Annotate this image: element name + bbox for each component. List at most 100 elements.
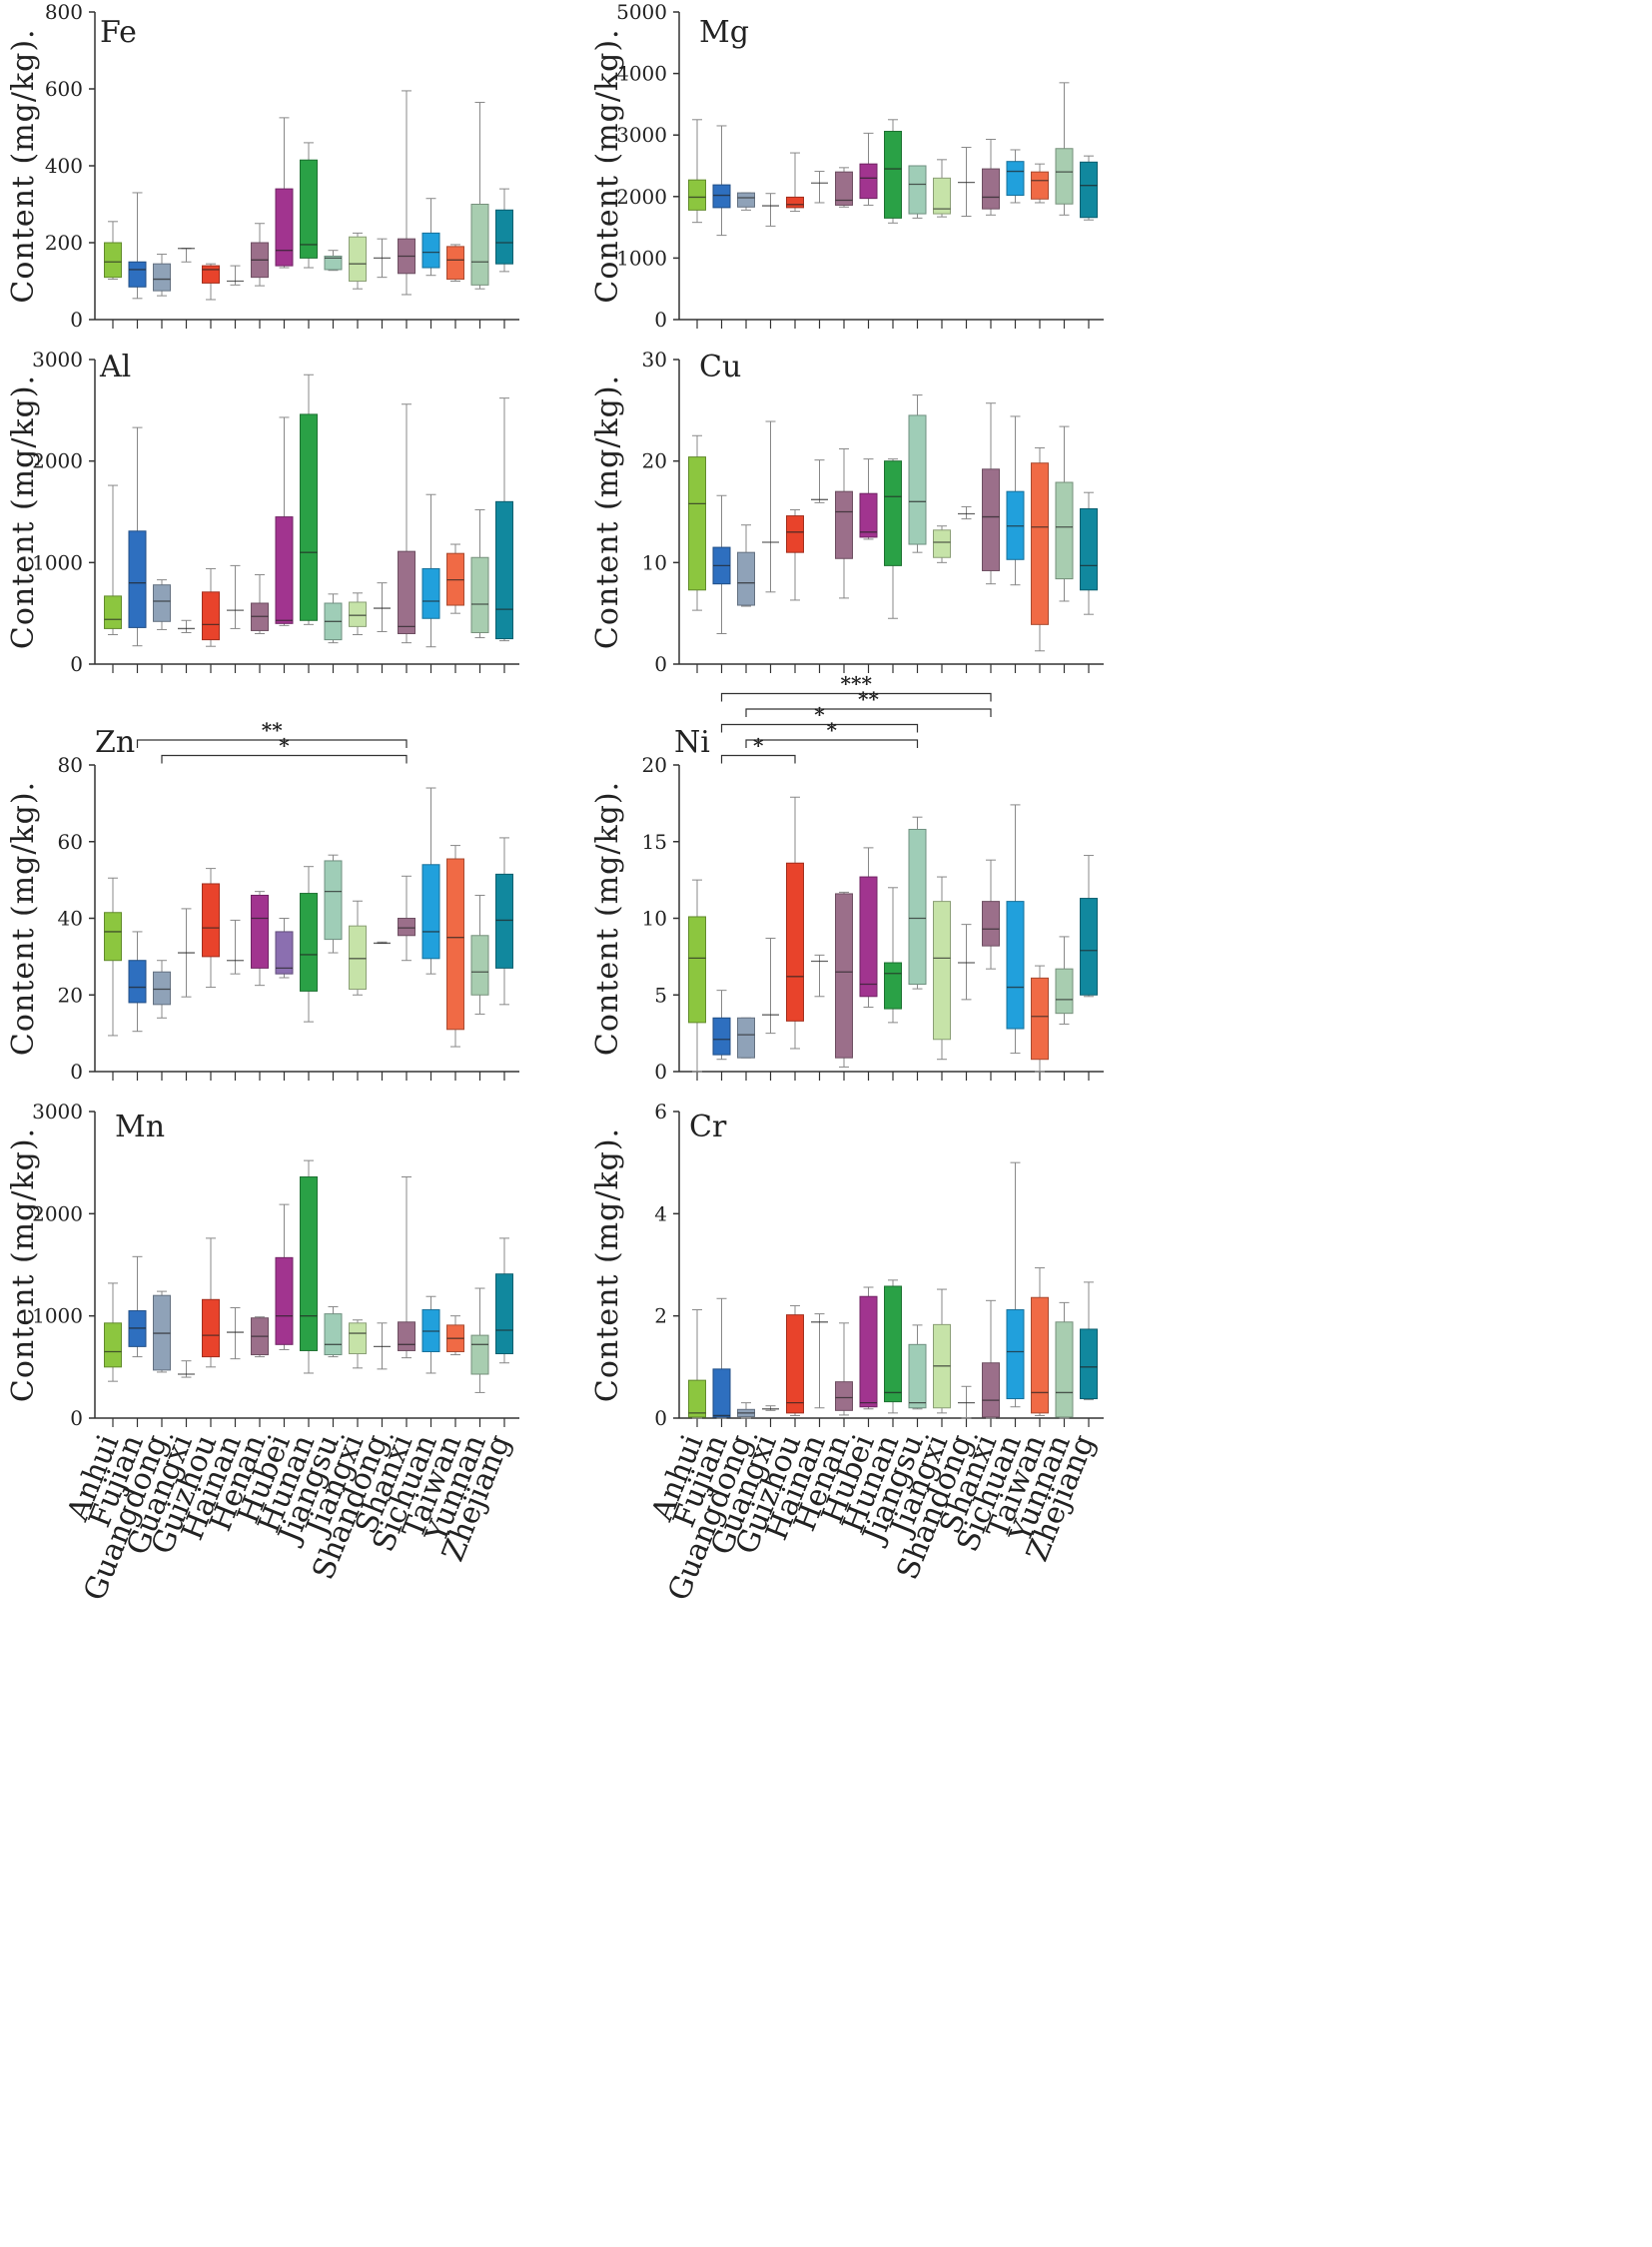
- y-tick-label: 6: [654, 1100, 667, 1124]
- iqr-box: [1031, 462, 1049, 625]
- box-jiangxi: [349, 1319, 367, 1369]
- iqr-box: [349, 236, 367, 283]
- box-jiangsu: [908, 394, 927, 553]
- panel-title: Mg: [699, 15, 749, 50]
- box-henan: [251, 1316, 269, 1358]
- y-tick-label: 4000: [616, 62, 667, 86]
- box-shandong: [958, 505, 975, 520]
- iqr-box: [908, 414, 927, 545]
- iqr-box: [300, 893, 318, 992]
- iqr-box: [202, 265, 220, 284]
- box-guizhou: [202, 1237, 220, 1368]
- box-guangxi: [178, 1360, 195, 1378]
- box-guizhou: [786, 1304, 804, 1416]
- box-sichuan: [421, 1295, 440, 1374]
- box-yunnan: [470, 1287, 489, 1393]
- box-hunan: [884, 1279, 902, 1414]
- box-henan: [835, 447, 853, 599]
- iqr-box: [786, 862, 804, 1022]
- box-henan: [835, 167, 853, 208]
- iqr-box: [495, 209, 513, 265]
- iqr-box: [275, 1256, 294, 1345]
- box-taiwan: [446, 845, 464, 1048]
- box-hunan: [884, 458, 902, 619]
- panel-zn: 0 20 40 60 80 Zn Content (mg/kg). ***: [6, 718, 519, 1084]
- box-fujian: [128, 1255, 147, 1358]
- iqr-box: [1055, 1321, 1074, 1418]
- y-tick-label: 0: [654, 1060, 667, 1084]
- box-zhejiang: [1080, 155, 1098, 221]
- box-guizhou: [786, 152, 804, 213]
- y-tick-label: 3000: [32, 348, 83, 372]
- significance-bracket: [720, 692, 992, 702]
- box-guizhou: [786, 796, 804, 1050]
- significance-bracket: [161, 754, 408, 764]
- panel-fe: 0 200 400 600 800 Fe Content (mg/kg).: [6, 0, 519, 332]
- y-tick-label: 30: [642, 348, 667, 372]
- box-hainan: [227, 1306, 244, 1360]
- box-guangdong: [153, 254, 171, 297]
- box-hubei: [275, 918, 294, 979]
- panel-title: Mn: [115, 1110, 165, 1144]
- iqr-box: [324, 1313, 343, 1356]
- box-guizhou: [202, 868, 220, 989]
- iqr-box: [982, 1362, 1000, 1418]
- y-tick-label: 5: [654, 983, 667, 1007]
- box-jiangsu: [908, 816, 927, 990]
- y-axis-label: Content (mg/kg).: [6, 1127, 41, 1402]
- box-hubei: [275, 416, 294, 626]
- box-anhui: [104, 877, 122, 1037]
- box-shandong: [958, 147, 975, 218]
- y-tick-label: 600: [45, 77, 83, 101]
- iqr-box: [933, 901, 951, 1041]
- panel-title: Cr: [689, 1110, 727, 1144]
- box-hainan: [811, 459, 828, 503]
- iqr-box: [688, 456, 706, 591]
- box-shandong: [958, 1385, 975, 1419]
- panel-mg: 0 1000 2000 3000 4000 5000 Mg Content (mg/kg).: [590, 0, 1104, 332]
- box-jiangxi: [933, 1288, 951, 1414]
- significance-label: *: [814, 703, 825, 727]
- box-henan: [251, 574, 269, 634]
- box-shanxi: [982, 139, 1000, 216]
- iqr-box: [688, 916, 706, 1024]
- iqr-box: [835, 171, 853, 206]
- y-tick-label: 40: [58, 907, 83, 931]
- box-guangxi: [178, 908, 195, 998]
- box-hubei: [859, 1286, 878, 1410]
- iqr-box: [470, 204, 489, 286]
- box-shandong: [374, 582, 391, 632]
- y-tick-label: 0: [70, 308, 83, 332]
- iqr-box: [421, 232, 440, 269]
- iqr-box: [470, 1334, 489, 1375]
- box-henan: [251, 891, 269, 987]
- iqr-box: [470, 935, 489, 996]
- iqr-box: [153, 263, 171, 292]
- box-jiangxi: [933, 159, 951, 218]
- significance-bracket: [136, 739, 408, 748]
- box-shanxi: [398, 875, 415, 962]
- box-yunnan: [470, 508, 489, 639]
- iqr-box: [712, 1368, 731, 1418]
- iqr-box: [349, 925, 367, 990]
- box-shanxi: [398, 90, 415, 296]
- iqr-box: [349, 1322, 367, 1355]
- iqr-box: [908, 828, 927, 986]
- iqr-box: [1080, 507, 1098, 591]
- box-anhui: [688, 434, 706, 611]
- box-yunnan: [1055, 425, 1074, 602]
- iqr-box: [470, 556, 489, 633]
- significance-bracket: [745, 739, 919, 748]
- box-guizhou: [202, 567, 220, 647]
- iqr-box: [933, 529, 951, 558]
- box-henan: [835, 891, 853, 1068]
- iqr-box: [104, 242, 122, 279]
- box-guangdong: [737, 192, 755, 211]
- iqr-box: [300, 1175, 318, 1351]
- box-anhui: [104, 221, 122, 281]
- iqr-box: [1006, 901, 1025, 1030]
- iqr-box: [835, 1381, 853, 1411]
- iqr-box: [202, 1298, 220, 1358]
- iqr-box: [1006, 161, 1025, 197]
- iqr-box: [908, 165, 927, 215]
